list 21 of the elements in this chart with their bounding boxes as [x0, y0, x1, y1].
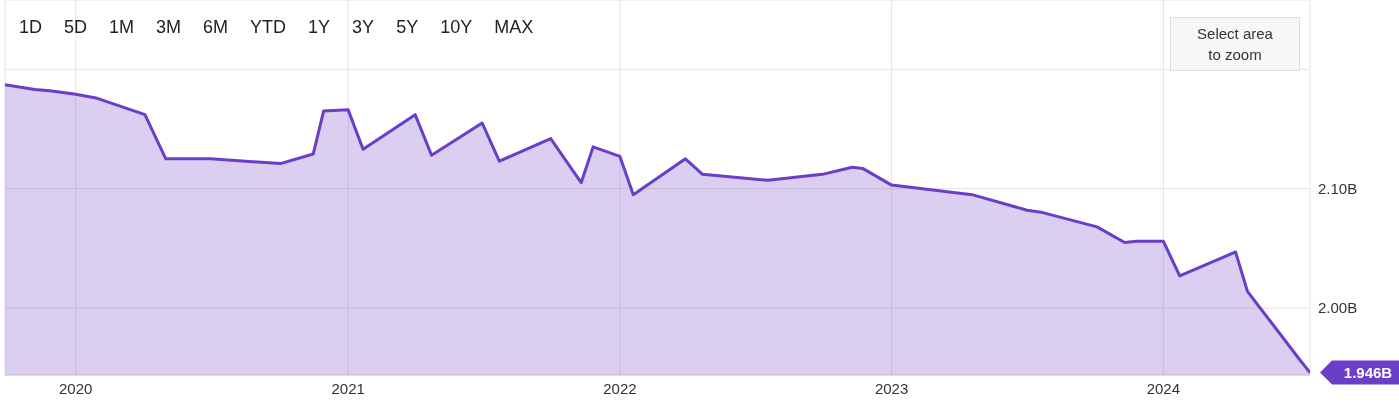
- x-tick-label: 2024: [1146, 379, 1181, 397]
- y-tick-label: 2.00B: [1318, 299, 1358, 317]
- x-tick-label: 2020: [59, 379, 93, 397]
- annotation: 1.946B: [1343, 363, 1393, 381]
- x-tick-label: 2021: [331, 379, 365, 397]
- annotation: 1M: [108, 16, 136, 39]
- annotation: MAX: [493, 16, 535, 39]
- annotation: Select area to zoom: [1196, 24, 1274, 65]
- annotation: 3Y: [351, 16, 376, 39]
- annotation: 10Y: [439, 16, 474, 39]
- y-tick-label: 2.10B: [1318, 180, 1358, 198]
- x-tick-label: 2022: [603, 379, 637, 397]
- x-tick-label: 2023: [874, 379, 909, 397]
- zoom-button: Select area to zoom: [1170, 17, 1300, 71]
- annotation: 5D: [63, 16, 89, 39]
- annotation: 3M: [155, 16, 183, 39]
- annotation: 1D: [18, 16, 43, 39]
- annotation: YTD: [249, 16, 288, 39]
- annotation: 6M: [202, 16, 230, 39]
- annotation: 1Y: [307, 16, 332, 39]
- annotation: 5Y: [395, 16, 420, 39]
